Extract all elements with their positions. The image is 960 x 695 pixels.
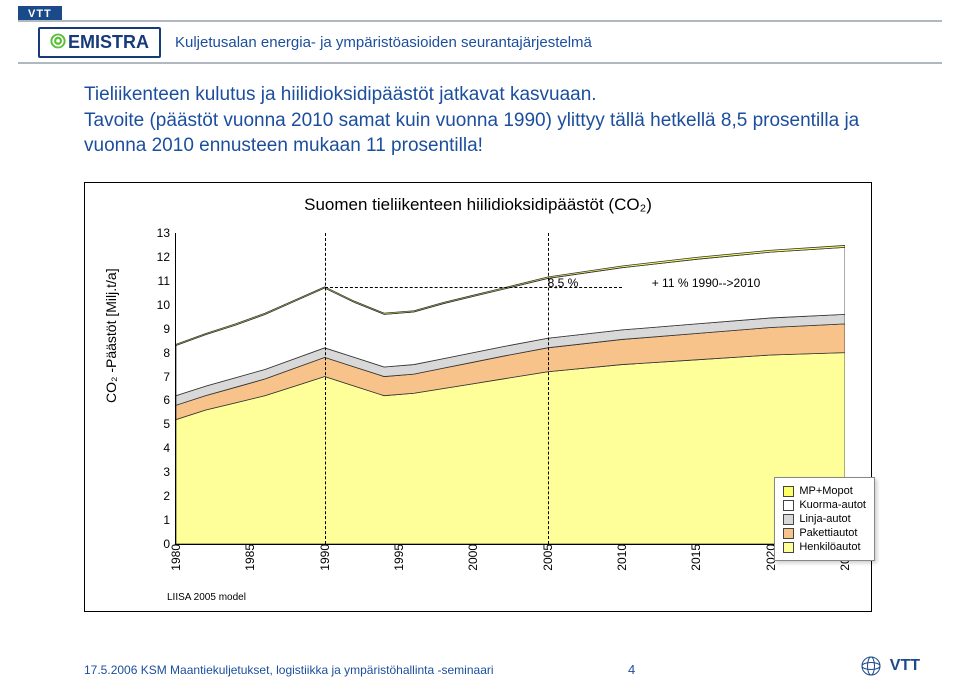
y-tick: 1 xyxy=(163,513,170,527)
legend-label: Linja-autot xyxy=(799,513,850,525)
legend-label: MP+Mopot xyxy=(799,485,853,497)
header-band: ⦾ EMISTRA Kuljetusalan energia- ja ympär… xyxy=(18,20,942,64)
footer-logo: VTT xyxy=(860,655,920,677)
y-tick: 10 xyxy=(157,298,170,312)
legend-label: Kuorma-autot xyxy=(799,499,866,511)
y-tick: 12 xyxy=(157,250,170,264)
legend-swatch xyxy=(783,528,794,539)
x-tick: 2000 xyxy=(466,544,480,571)
plot-area: 0123456789101112131980198519901995200020… xyxy=(175,233,845,545)
header-subtitle: Kuljetusalan energia- ja ympäristöasioid… xyxy=(175,34,592,51)
chart-title: Suomen tieliikenteen hiilidioksidipäästö… xyxy=(85,195,871,215)
y-tick: 13 xyxy=(157,226,170,240)
y-tick: 6 xyxy=(163,393,170,407)
y-tick: 9 xyxy=(163,322,170,336)
legend-swatch xyxy=(783,542,794,553)
y-tick: 3 xyxy=(163,465,170,479)
title-line2: Tavoite (päästöt vuonna 2010 samat kuin … xyxy=(84,108,900,159)
legend-swatch xyxy=(783,500,794,511)
legend-item: Kuorma-autot xyxy=(783,498,866,512)
legend-swatch xyxy=(783,486,794,497)
title-line1: Tieliikenteen kulutus ja hiilidioksidipä… xyxy=(84,82,900,108)
footer-logo-text: VTT xyxy=(890,657,920,675)
legend-item: MP+Mopot xyxy=(783,484,866,498)
x-tick: 2005 xyxy=(541,544,555,571)
y-tick: 11 xyxy=(158,274,170,288)
y-tick: 2 xyxy=(163,489,170,503)
chart-box: Suomen tieliikenteen hiilidioksidipäästö… xyxy=(84,182,872,612)
x-tick: 1990 xyxy=(318,544,332,571)
y-axis-label: CO₂ -Päästöt [Milj.t/a] xyxy=(103,268,119,403)
x-tick: 1995 xyxy=(392,544,406,571)
logo-c-icon: ⦾ xyxy=(50,31,66,54)
x-tick: 2015 xyxy=(689,544,703,571)
dashed-vertical xyxy=(325,233,326,544)
chart-annotation: 8,5 % xyxy=(548,276,579,290)
emistra-logo: ⦾ EMISTRA xyxy=(38,27,161,58)
page-number: 4 xyxy=(628,662,635,677)
x-tick: 1985 xyxy=(243,544,257,571)
y-tick: 8 xyxy=(163,346,170,360)
y-tick: 7 xyxy=(163,370,170,384)
footer-text: 17.5.2006 KSM Maantiekuljetukset, logist… xyxy=(84,663,494,677)
title-block: Tieliikenteen kulutus ja hiilidioksidipä… xyxy=(84,82,900,159)
logo-text: EMISTRA xyxy=(68,32,149,53)
legend-item: Henkilöautot xyxy=(783,540,866,554)
model-label: LIISA 2005 model xyxy=(167,592,246,603)
legend: MP+Mopot Kuorma-autot Linja-autot Pakettiau… xyxy=(774,477,875,561)
vtt-orb-icon xyxy=(860,655,882,677)
legend-label: Pakettiautot xyxy=(799,527,857,539)
chart-annotation: + 11 % 1990-->2010 xyxy=(652,276,761,290)
x-tick: 1980 xyxy=(169,544,183,571)
legend-item: Pakettiautot xyxy=(783,526,866,540)
legend-label: Henkilöautot xyxy=(799,541,860,553)
x-tick: 2010 xyxy=(615,544,629,571)
y-tick: 5 xyxy=(163,417,170,431)
y-tick: 4 xyxy=(163,441,170,455)
legend-item: Linja-autot xyxy=(783,512,866,526)
footer: 17.5.2006 KSM Maantiekuljetukset, logist… xyxy=(84,655,920,677)
legend-swatch xyxy=(783,514,794,525)
